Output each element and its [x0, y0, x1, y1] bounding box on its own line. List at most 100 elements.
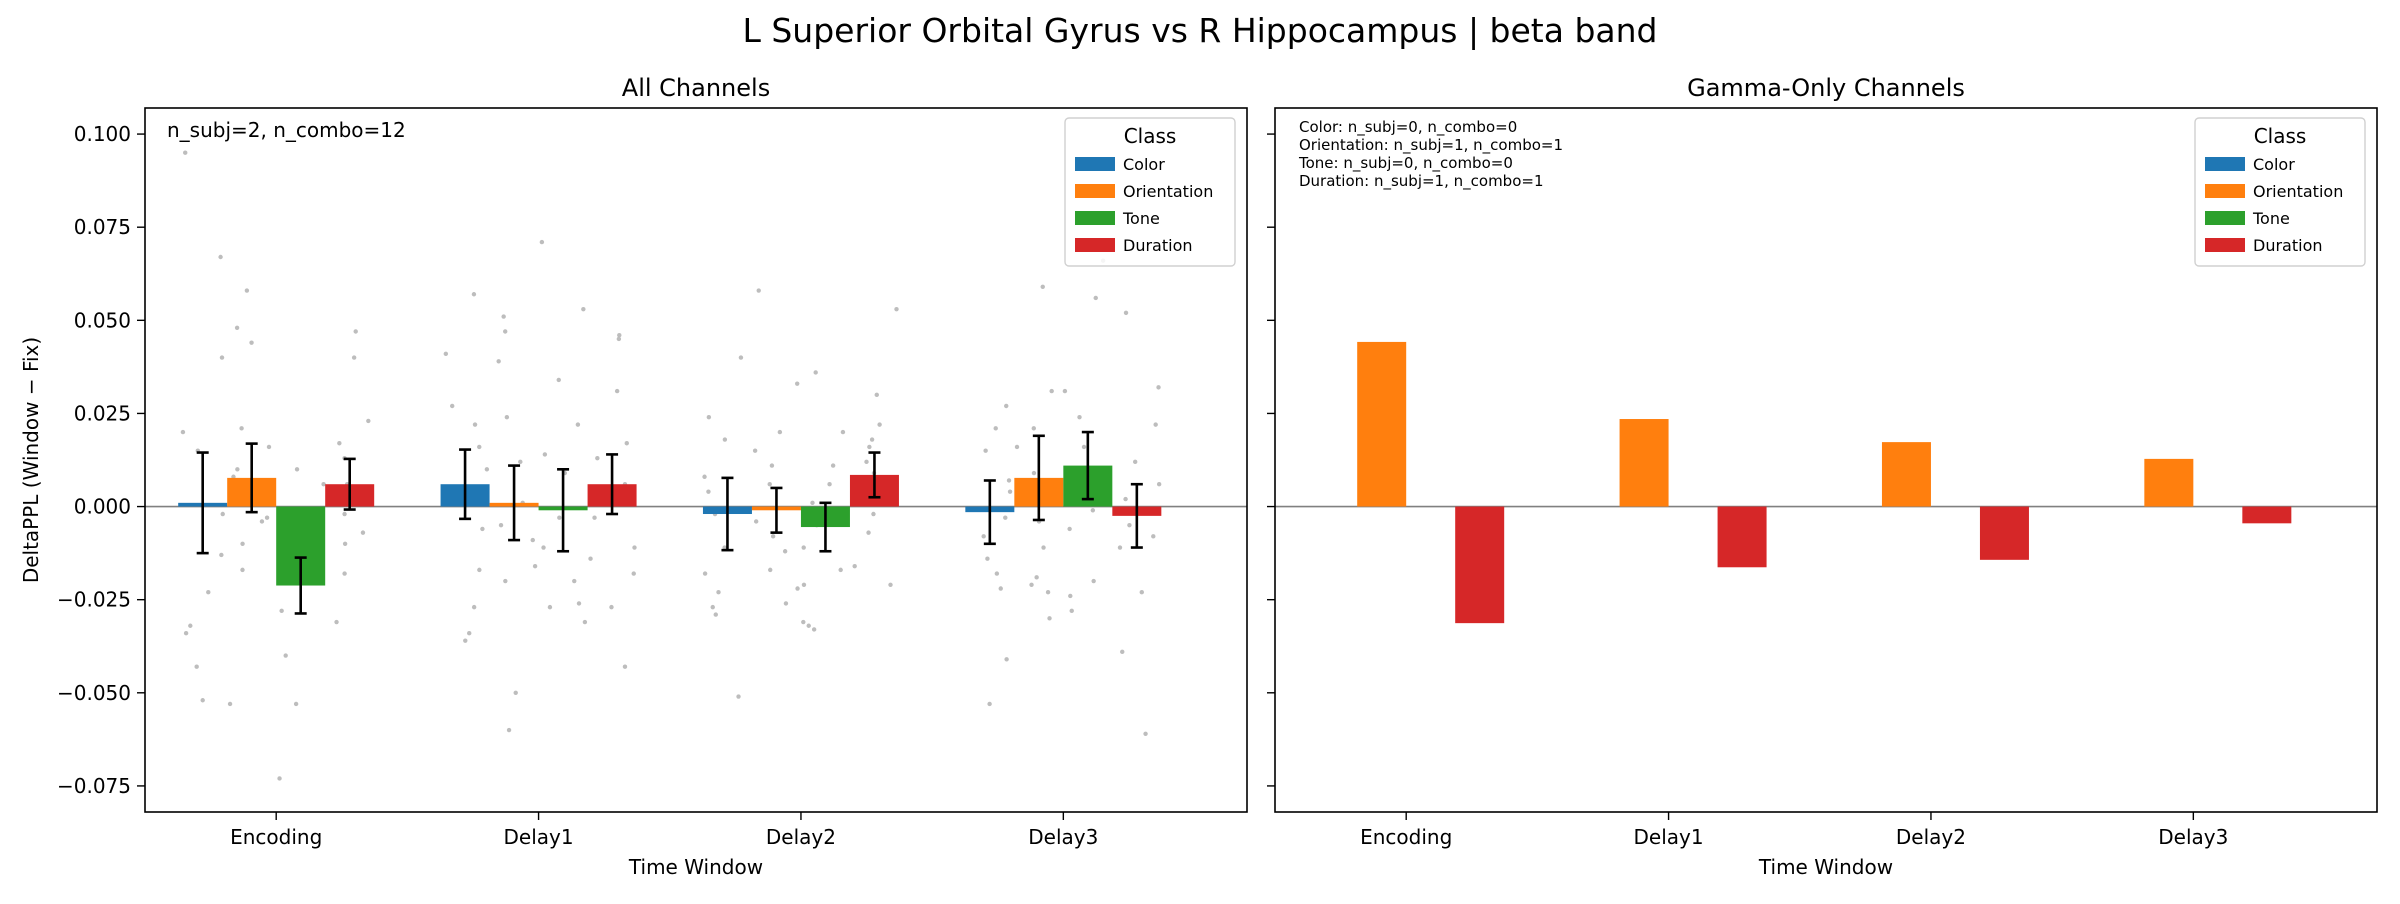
data-point — [756, 288, 761, 293]
x-tick-label: Delay3 — [2158, 825, 2228, 849]
data-point — [277, 776, 282, 781]
data-point — [753, 519, 759, 524]
data-point — [713, 612, 718, 617]
bar-duration — [1455, 506, 1505, 624]
data-point — [1091, 578, 1096, 584]
data-point — [180, 429, 186, 435]
data-point — [1093, 295, 1098, 301]
data-point — [866, 530, 871, 535]
data-point — [1123, 310, 1129, 316]
data-point — [264, 515, 270, 520]
data-point — [467, 631, 472, 636]
legend-label-tone: Tone — [1122, 209, 1160, 228]
data-point — [480, 526, 485, 532]
data-point — [752, 448, 758, 453]
data-point — [337, 441, 342, 446]
x-tick-label: Delay1 — [1634, 825, 1704, 849]
bar-orientation — [1357, 341, 1407, 507]
data-point — [498, 522, 504, 528]
data-point — [1153, 422, 1158, 427]
data-point — [877, 422, 882, 427]
data-point — [227, 701, 233, 707]
data-point — [240, 567, 245, 573]
annotation-text: Tone: n_subj=0, n_combo=0 — [1298, 154, 1513, 173]
data-point — [463, 638, 468, 643]
bar-orientation — [1619, 419, 1669, 507]
data-point — [987, 701, 992, 707]
annotation-text: Color: n_subj=0, n_combo=0 — [1299, 118, 1517, 137]
annotation-text: Duration: n_subj=1, n_combo=1 — [1299, 172, 1544, 191]
data-point — [183, 150, 188, 155]
data-point — [581, 306, 586, 312]
data-point — [592, 515, 597, 520]
data-point — [220, 511, 225, 517]
data-point — [541, 545, 546, 550]
data-point — [888, 582, 893, 587]
data-point — [496, 359, 501, 364]
data-point — [722, 545, 727, 550]
data-point — [1031, 470, 1037, 476]
data-point — [801, 582, 807, 587]
data-point — [1156, 482, 1162, 487]
legend-label-color: Color — [2253, 155, 2295, 174]
data-point — [874, 392, 879, 398]
data-point — [218, 254, 223, 260]
legend-swatch-orientation — [2205, 184, 2245, 198]
legend-swatch-duration — [2205, 238, 2245, 252]
data-point — [869, 437, 875, 442]
data-point — [530, 537, 535, 543]
data-point — [471, 604, 477, 610]
data-point — [249, 340, 254, 345]
data-point — [736, 694, 741, 699]
data-point — [794, 381, 800, 386]
data-point — [471, 292, 477, 297]
data-point — [981, 534, 986, 539]
legend-swatch-orientation — [1075, 184, 1115, 198]
data-point — [1031, 426, 1036, 431]
x-tick-label: Delay2 — [1896, 825, 1966, 849]
data-point — [867, 444, 872, 450]
legend-swatch-tone — [1075, 211, 1115, 225]
data-point — [234, 325, 240, 330]
y-tick-label: −0.050 — [57, 681, 131, 705]
data-point — [1156, 385, 1161, 390]
panel-gamma-only-channels: Gamma-Only Channels Encoding Delay1 Delay2 D… — [1267, 74, 2378, 879]
data-point — [1123, 496, 1128, 502]
data-point — [985, 556, 990, 561]
data-point — [484, 467, 490, 472]
data-point — [838, 567, 843, 573]
data-point — [321, 482, 326, 487]
bar-duration — [1979, 506, 2029, 560]
data-point — [1004, 657, 1009, 662]
data-point — [631, 571, 636, 576]
legend-label-duration: Duration — [2253, 236, 2323, 255]
data-point — [547, 604, 553, 610]
data-point — [1006, 478, 1012, 483]
data-point — [353, 329, 358, 334]
legend-swatch-duration — [1075, 238, 1115, 252]
data-point — [1143, 731, 1148, 736]
data-point — [769, 463, 775, 468]
legend-swatch-color — [1075, 157, 1115, 171]
data-point — [219, 355, 225, 360]
legend-swatch-color — [2205, 157, 2245, 171]
data-point — [810, 500, 815, 506]
data-point — [235, 467, 240, 472]
data-point — [200, 698, 205, 703]
data-point — [783, 601, 789, 606]
data-point — [1003, 515, 1008, 520]
data-point — [1127, 522, 1132, 528]
data-point — [811, 627, 817, 632]
data-point — [614, 388, 620, 394]
data-point — [477, 444, 482, 450]
x-axis-label: Time Window — [628, 855, 763, 879]
legend-box — [1064, 117, 1236, 267]
data-point — [864, 459, 869, 465]
data-point — [501, 314, 506, 319]
data-point — [1081, 444, 1087, 450]
data-point — [194, 664, 199, 669]
data-point — [1151, 534, 1156, 539]
data-point — [1034, 575, 1039, 580]
data-point — [813, 370, 818, 375]
